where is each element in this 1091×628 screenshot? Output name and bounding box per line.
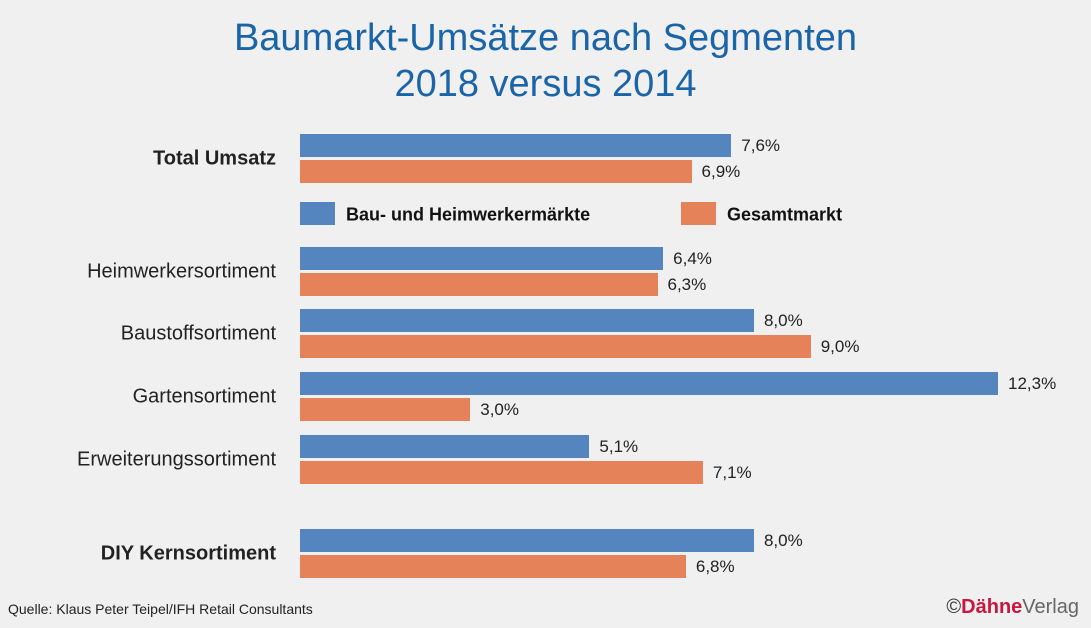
category-label: Erweiterungssortiment bbox=[77, 448, 276, 471]
publisher-logo: ©DähneVerlag bbox=[946, 596, 1079, 618]
bar-bau bbox=[300, 372, 998, 395]
bar-gesamt bbox=[300, 555, 686, 578]
bar-gesamt bbox=[300, 273, 658, 296]
data-label: 7,1% bbox=[712, 463, 752, 482]
data-label: 7,6% bbox=[741, 136, 781, 155]
legend-swatch-bau bbox=[300, 202, 335, 225]
bar-bau bbox=[300, 134, 732, 157]
data-label: 12,3% bbox=[1008, 374, 1057, 393]
bar-bau bbox=[300, 309, 754, 332]
category-label: Heimwerkersortiment bbox=[87, 260, 276, 283]
bar-bau bbox=[300, 529, 754, 552]
data-label: 6,9% bbox=[701, 162, 741, 181]
bar-gesamt bbox=[300, 335, 811, 358]
data-label: 8,0% bbox=[763, 311, 803, 330]
bar-bau bbox=[300, 247, 664, 270]
legend-label-bau: Bau- und Heimwerkermärkte bbox=[346, 204, 591, 225]
category-label: DIY Kernsortiment bbox=[100, 542, 276, 565]
category-label: Gartensortiment bbox=[132, 385, 276, 408]
bar-gesamt bbox=[300, 160, 692, 183]
chart-subtitle: 2018 versus 2014 bbox=[394, 63, 697, 105]
data-label: 8,0% bbox=[763, 531, 803, 550]
data-label: 9,0% bbox=[820, 337, 860, 356]
bar-gesamt bbox=[300, 461, 703, 484]
legend-label-gesamt: Gesamtmarkt bbox=[727, 204, 843, 225]
chart-title: Baumarkt-Umsätze nach Segmenten bbox=[233, 17, 858, 59]
category-label: Baustoffsortiment bbox=[120, 322, 276, 345]
data-label: 6,8% bbox=[695, 557, 735, 576]
bar-bau bbox=[300, 435, 590, 458]
data-label: 5,1% bbox=[599, 437, 639, 456]
category-label: Total Umsatz bbox=[153, 147, 276, 170]
data-label: 6,3% bbox=[667, 275, 707, 294]
legend-swatch-gesamt bbox=[681, 202, 716, 225]
source-note: Quelle: Klaus Peter Teipel/IFH Retail Co… bbox=[8, 601, 313, 617]
bar-gesamt bbox=[300, 398, 471, 421]
data-label: 6,4% bbox=[673, 249, 712, 268]
data-label: 3,0% bbox=[480, 400, 519, 419]
